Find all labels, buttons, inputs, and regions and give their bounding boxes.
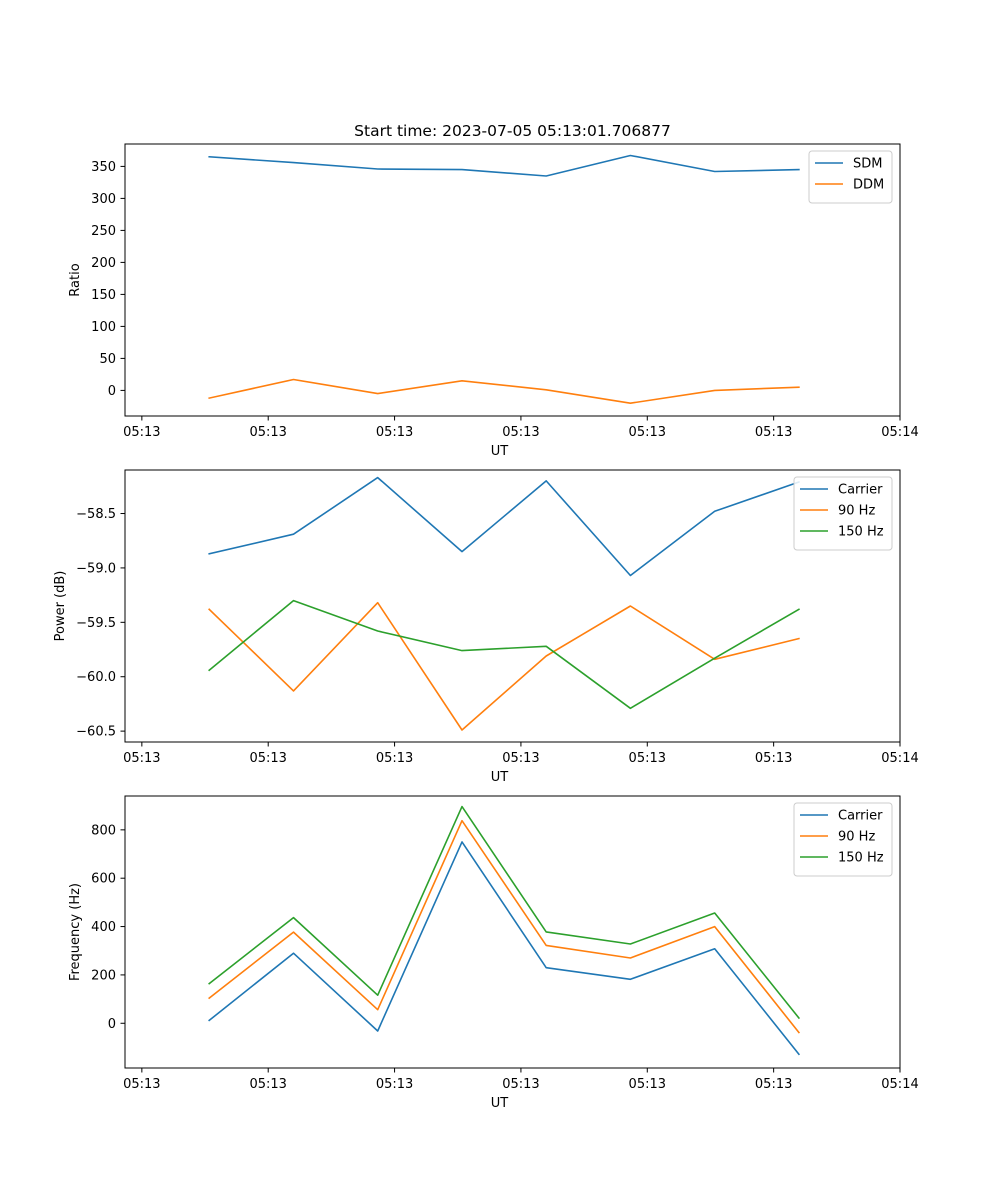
frequency-x-tick-label: 05:13	[502, 1077, 539, 1092]
ratio-x-axis-label: UT	[491, 444, 509, 459]
frequency-x-tick-label: 05:13	[755, 1077, 792, 1092]
ratio-legend: SDM DDM	[808, 150, 893, 204]
frequency-x-tick-label: 05:13	[629, 1077, 666, 1092]
ratio-legend-label: DDM	[853, 178, 884, 193]
frequency-legend-label: 90 Hz	[838, 830, 875, 845]
power-panel: 05:13 05:13 05:13 05:13 05:13 05:13 05:14 −60.5…	[53, 469, 919, 785]
ratio-x-tick-label: 05:13	[502, 425, 539, 440]
ratio-x-tick-label: 05:13	[249, 425, 286, 440]
frequency-x-tick-label: 05:13	[376, 1077, 413, 1092]
power-legend-label: Carrier	[838, 483, 883, 498]
ratio-x-tick-label: 05:13	[123, 425, 160, 440]
power-x-tick-label: 05:13	[376, 751, 413, 766]
power-x-tick-label: 05:13	[755, 751, 792, 766]
power-series-90-hz-line	[208, 601, 800, 731]
frequency-y-tick-label: 200	[91, 968, 116, 983]
frequency-y-tick-label: 0	[108, 1017, 116, 1032]
power-y-tick-label: −60.5	[76, 725, 116, 740]
frequency-x-tick-label: 05:14	[881, 1077, 918, 1092]
frequency-x-axis-label: UT	[491, 1096, 509, 1111]
power-plot-frame	[124, 469, 901, 743]
power-y-tick-label: −59.5	[76, 616, 116, 631]
ratio-x-tick-label: 05:13	[755, 425, 792, 440]
chart-title: Start time: 2023-07-05 05:13:01.706877	[354, 122, 671, 140]
ratio-y-tick-label: 300	[91, 192, 116, 207]
power-y-axis-label: Power (dB)	[53, 571, 68, 642]
ratio-legend-label: SDM	[853, 157, 882, 172]
power-legend-label: 90 Hz	[838, 504, 875, 519]
ratio-x-tick-label: 05:14	[881, 425, 918, 440]
power-y-tick-label: −59.0	[76, 561, 116, 576]
ratio-series-ddm-line	[208, 378, 800, 405]
power-legend: Carrier 90 Hz 150 Hz	[793, 476, 893, 551]
frequency-y-axis-label: Frequency (Hz)	[68, 883, 83, 981]
frequency-series-90-hz-line	[208, 819, 801, 1034]
frequency-legend-label: Carrier	[838, 809, 883, 824]
ratio-y-tick-label: 200	[91, 256, 116, 271]
frequency-x-tick-label: 05:13	[249, 1077, 286, 1092]
frequency-panel: 05:13 05:13 05:13 05:13 05:13 05:13 05:14 0 200 4…	[68, 795, 919, 1111]
ratio-x-tick-label: 05:13	[629, 425, 666, 440]
frequency-plot-frame	[124, 795, 901, 1069]
power-x-tick-label: 05:13	[249, 751, 286, 766]
ratio-plot-frame	[124, 143, 901, 417]
power-x-tick-label: 05:14	[881, 751, 918, 766]
power-x-tick-label: 05:13	[123, 751, 160, 766]
ratio-y-tick-label: 350	[91, 160, 116, 175]
frequency-y-tick-label: 400	[91, 920, 116, 935]
frequency-series-carrier-line	[208, 841, 801, 1056]
frequency-series-150-hz-line	[208, 805, 801, 1020]
ratio-series-sdm-line	[208, 154, 800, 177]
power-x-axis-label: UT	[491, 770, 509, 785]
power-legend-label: 150 Hz	[838, 525, 884, 540]
frequency-y-tick-label: 800	[91, 823, 116, 838]
frequency-legend-label: 150 Hz	[838, 851, 884, 866]
ratio-y-tick-label: 250	[91, 224, 116, 239]
ratio-y-tick-label: 0	[108, 384, 116, 399]
ratio-y-axis-label: Ratio	[68, 263, 83, 296]
ratio-legend-box	[808, 150, 893, 204]
power-series-carrier-line	[208, 476, 800, 577]
ratio-y-tick-label: 50	[99, 352, 116, 367]
power-x-tick-label: 05:13	[502, 751, 539, 766]
ratio-y-tick-label: 100	[91, 320, 116, 335]
power-y-tick-label: −58.5	[76, 507, 116, 522]
frequency-y-tick-label: 600	[91, 872, 116, 887]
power-y-tick-label: −60.0	[76, 670, 116, 685]
ratio-y-tick-label: 150	[91, 288, 116, 303]
power-series-150-hz-line	[208, 599, 800, 710]
frequency-legend: Carrier 90 Hz 150 Hz	[793, 802, 893, 877]
frequency-x-tick-label: 05:13	[123, 1077, 160, 1092]
ratio-panel: 05:13 05:13 05:13 05:13 05:13 05:13 05:14 0 50 10…	[68, 143, 919, 459]
ratio-x-tick-label: 05:13	[376, 425, 413, 440]
power-x-tick-label: 05:13	[629, 751, 666, 766]
